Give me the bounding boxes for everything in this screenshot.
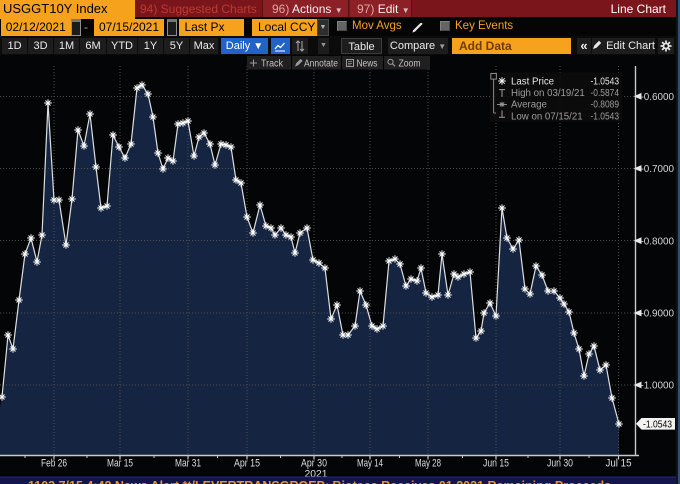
svg-text:-1.0543: -1.0543 [591,111,620,122]
svg-text:High on 03/19/21: High on 03/19/21 [511,88,585,99]
svg-text:Track: Track [261,58,284,69]
svg-text:Apr 30: Apr 30 [301,458,327,470]
svg-text:Feb 26: Feb 26 [41,458,67,470]
svg-text:Mar 31: Mar 31 [175,458,201,470]
svg-text:Mar 15: Mar 15 [107,458,133,470]
svg-text:-0.8089: -0.8089 [591,100,620,111]
svg-text:Average: Average [511,100,547,111]
svg-text:-1.0543: -1.0543 [591,77,620,88]
svg-text:-1.0543: -1.0543 [643,419,672,430]
svg-text:-0.8000: -0.8000 [641,236,675,247]
svg-text:-0.9000: -0.9000 [641,309,675,320]
svg-text:News: News [357,58,378,69]
svg-text:Apr 15: Apr 15 [234,458,260,470]
svg-text:2021: 2021 [305,469,328,480]
svg-text:Jul 15: Jul 15 [606,458,632,470]
svg-text:Jun 15: Jun 15 [483,458,509,470]
svg-text:May 28: May 28 [415,458,441,470]
svg-text:Low on 07/15/21: Low on 07/15/21 [511,111,583,122]
svg-text:Last Price: Last Price [511,77,554,88]
svg-text:Zoom: Zoom [399,58,421,69]
svg-text:-0.6000: -0.6000 [641,92,675,103]
svg-text:Jun 30: Jun 30 [547,458,573,470]
svg-text:1103 7/15 4:42 News Alert: 1103 7/15 4:42 News Alert *t/LEVERTRANSG… [28,479,611,484]
svg-text:-0.5874: -0.5874 [591,88,620,99]
svg-text:-0.7000: -0.7000 [641,164,675,175]
svg-text:May 14: May 14 [357,458,383,470]
svg-text:Annotate: Annotate [304,58,338,69]
svg-text:-1.0000: -1.0000 [641,381,675,392]
